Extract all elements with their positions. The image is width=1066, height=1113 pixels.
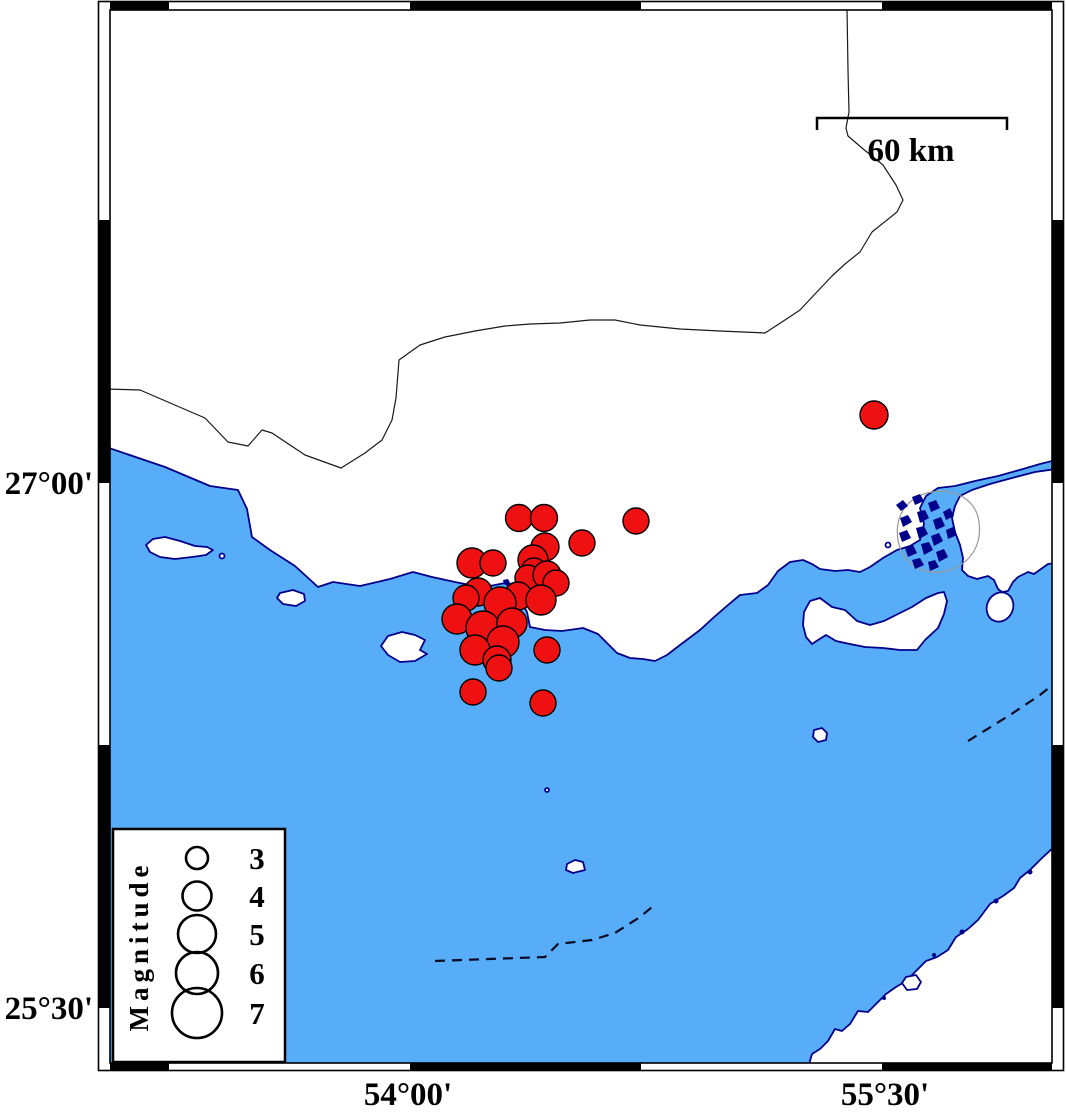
earthquake-marker	[529, 503, 559, 533]
island-hormuz	[985, 591, 1015, 623]
earthquake-marker	[622, 507, 650, 535]
scale-bar-line	[815, 116, 1009, 130]
longitude-label: 55°30'	[841, 1077, 929, 1113]
latitude-labels: 27°00' 25°30'	[5, 466, 93, 1027]
longitude-label: 54°00'	[364, 1077, 452, 1113]
scale-bar-label: 60 km	[867, 133, 954, 169]
magnitude-legend: Magnitude 345 6 7	[111, 827, 287, 1064]
legend-circle	[174, 950, 220, 996]
legend-value-label: 7	[249, 996, 265, 1031]
island	[544, 787, 550, 793]
earthquake-marker	[533, 636, 561, 664]
boundary-line	[110, 10, 904, 469]
island	[218, 552, 226, 560]
island	[380, 631, 428, 663]
islands	[145, 536, 1015, 991]
earthquake-marker	[479, 549, 507, 577]
latitude-label: 27°00'	[5, 466, 93, 502]
earthquake-marker	[529, 689, 557, 717]
islet	[901, 974, 922, 991]
map-frame	[97, 0, 1065, 1072]
qeshm-island	[802, 591, 948, 651]
earthquake-markers	[441, 400, 889, 717]
legend-circles	[170, 845, 224, 1040]
earthquake-marker	[485, 654, 513, 682]
legend-title: Magnitude	[124, 860, 154, 1031]
map-interior: 60 km	[110, 10, 1052, 1063]
legend-value-label: 3	[249, 841, 265, 876]
legend-value-label: 6	[249, 956, 265, 991]
earthquake-marker	[459, 678, 487, 706]
mangrove-islets	[896, 494, 957, 571]
dashed-line	[434, 906, 653, 963]
island	[812, 727, 828, 743]
earthquake-marker	[859, 400, 889, 430]
legend-circle	[181, 880, 213, 912]
se-coast-islets	[882, 869, 1033, 1000]
earthquake-marker	[504, 503, 534, 533]
legend-value-label: 4	[249, 879, 265, 914]
legend-value-label: 5	[249, 917, 265, 952]
legend-values: 345 6 7	[249, 841, 265, 1031]
dashed-line	[967, 683, 1052, 742]
latitude-label: 25°30'	[5, 991, 93, 1027]
island	[565, 859, 586, 874]
scale-bar: 60 km	[815, 116, 1009, 169]
longitude-labels: 54°00' 55°30'	[364, 1077, 929, 1113]
earthquake-marker	[525, 584, 557, 616]
island	[145, 536, 214, 560]
legend-circle	[170, 986, 224, 1040]
bathymetry-dashed-lines	[434, 683, 1052, 963]
earthquake-marker	[568, 529, 596, 557]
island	[276, 589, 306, 607]
islet	[884, 541, 892, 549]
legend-circle	[176, 913, 218, 955]
legend-circle	[184, 845, 210, 871]
